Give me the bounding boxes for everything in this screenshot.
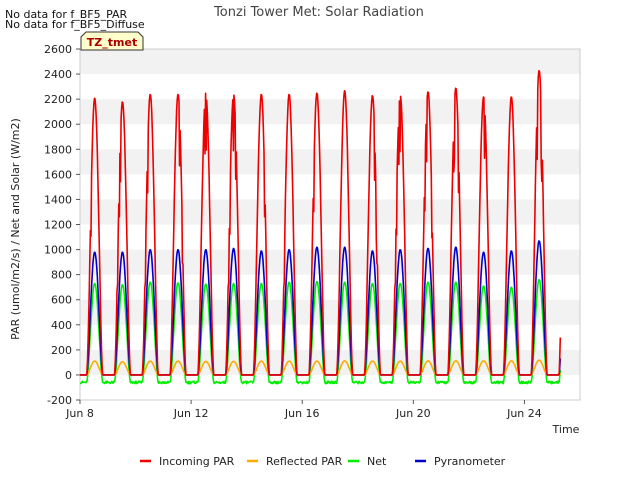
y-tick-label: 600 [51,294,72,307]
legend-label: Reflected PAR [266,455,343,468]
x-tick-label: Jun 12 [173,407,209,420]
tag-box [80,31,144,51]
x-axis-label: Time [552,423,580,436]
grid-band [80,224,580,250]
y-tick-label: 2200 [44,93,72,106]
y-axis: -200 0 200 400 600 800 1000 1200 1400 1600 1800 200… [44,43,80,407]
grid-band [80,149,580,175]
grid-band [80,49,580,75]
y-tick-label: 2400 [44,68,72,81]
y-tick-label: 1800 [44,143,72,156]
grid-band [80,374,580,400]
legend-label: Pyranometer [434,455,506,468]
grid-band [80,274,580,300]
x-tick-label: Jun 24 [506,407,542,420]
y-tick-label: 1600 [44,168,72,181]
x-axis: Jun 8 Jun 12 Jun 16 Jun 20 Jun 24 [65,400,542,420]
grid-band [80,299,580,325]
y-axis-label: PAR (umol/m2/s) / Net and Solar (W/m2) [9,118,22,340]
y-tick-label: 400 [51,319,72,332]
grid-band [80,349,580,375]
y-tick-label: 0 [65,369,72,382]
grid-band [80,124,580,150]
grid-band [80,174,580,200]
legend-label: Net [367,455,387,468]
tag-label: TZ_tmet [87,36,137,49]
y-tick-label: -200 [47,394,72,407]
x-tick-label: Jun 16 [284,407,320,420]
y-tick-label: 1200 [44,219,72,232]
legend-label: Incoming PAR [159,455,235,468]
no-data-note-1: No data for f_BF5_PAR [5,8,128,21]
series-group [79,70,562,385]
series-line-incoming-par [79,70,562,376]
x-tick-label: Jun 8 [65,407,94,420]
tz-tmet-tag: TZ_tmet [80,31,144,51]
grid-band [80,99,580,125]
legend: Incoming PAR Reflected PAR Net Pyranometer [140,455,506,468]
grid-band [80,249,580,275]
y-tick-label: 1000 [44,244,72,257]
grid-bands [80,49,580,400]
y-tick-label: 800 [51,269,72,282]
y-tick-label: 2000 [44,118,72,131]
chart-title: Tonzi Tower Met: Solar Radiation [213,5,424,20]
series-line-net [79,278,562,385]
y-tick-label: 2600 [44,43,72,56]
grid-band [80,74,580,100]
grid-band [80,324,580,350]
x-tick-label: Jun 20 [395,407,431,420]
y-tick-label: 200 [51,344,72,357]
y-tick-label: 1400 [44,193,72,206]
no-data-note-2: No data for f_BF5_Diffuse [5,18,145,31]
grid-band [80,199,580,225]
